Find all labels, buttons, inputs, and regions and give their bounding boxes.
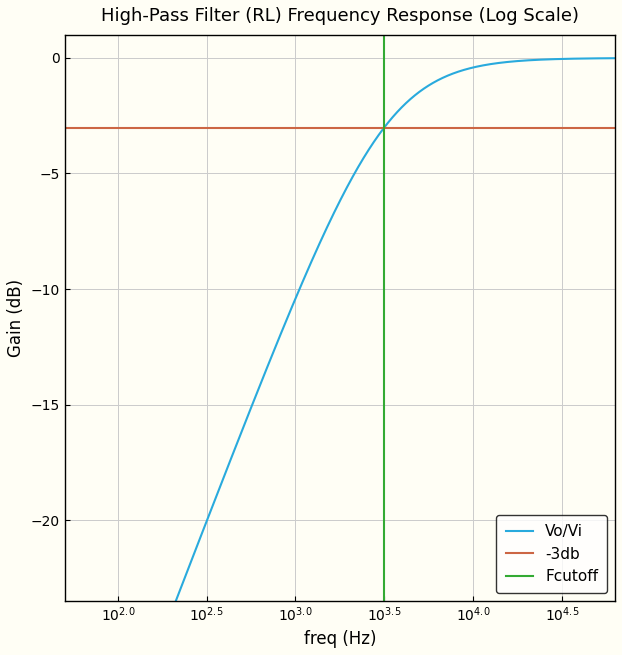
Line: Vo/Vi: Vo/Vi xyxy=(65,58,615,655)
Y-axis label: Gain (dB): Gain (dB) xyxy=(7,279,25,357)
Vo/Vi xyxy=(156,638,164,646)
Title: High-Pass Filter (RL) Frequency Response (Log Scale): High-Pass Filter (RL) Frequency Response… xyxy=(101,7,579,25)
Fcutoff xyxy=(381,54,388,62)
Fcutoff xyxy=(381,31,388,39)
Vo/Vi xyxy=(272,343,279,350)
Vo/Vi xyxy=(541,56,549,64)
Legend: Vo/Vi, -3db, Fcutoff: Vo/Vi, -3db, Fcutoff xyxy=(496,515,608,593)
Vo/Vi xyxy=(296,285,304,293)
Vo/Vi xyxy=(611,54,619,62)
X-axis label: freq (Hz): freq (Hz) xyxy=(304,630,376,648)
Vo/Vi xyxy=(600,54,608,62)
